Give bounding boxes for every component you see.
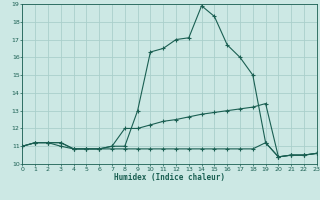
X-axis label: Humidex (Indice chaleur): Humidex (Indice chaleur) — [114, 173, 225, 182]
